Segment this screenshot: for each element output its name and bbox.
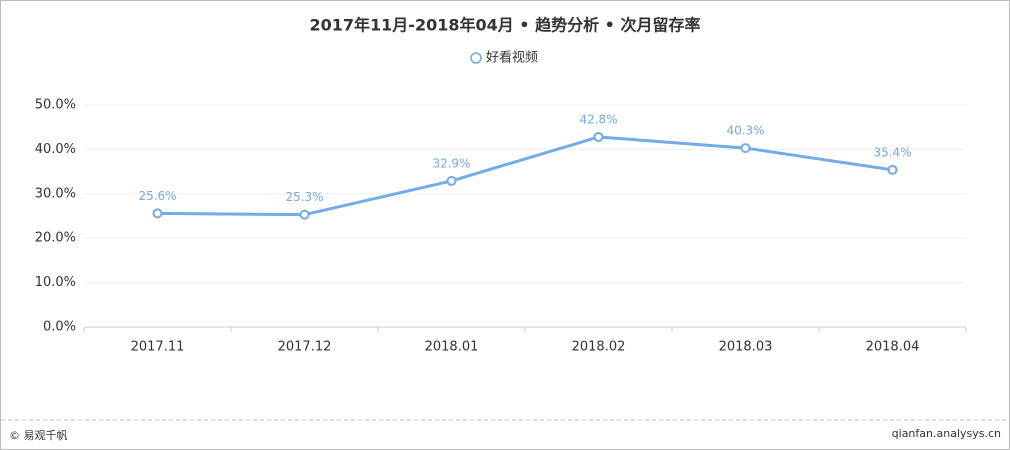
footer-brand: © 易观千帆 <box>9 429 68 442</box>
x-tick-label: 2018.04 <box>866 340 920 355</box>
data-label: 35.4% <box>873 145 911 159</box>
legend-marker <box>470 52 482 64</box>
data-point <box>740 143 751 154</box>
y-tick-label: 0.0% <box>43 320 76 335</box>
y-tick-label: 40.0% <box>35 142 76 157</box>
chart-title: 2017年11月-2018年04月 • 趋势分析 • 次月留存率 <box>310 16 701 35</box>
data-point <box>887 164 898 175</box>
legend-label: 好看视频 <box>486 50 538 66</box>
data-label: 32.9% <box>432 156 470 170</box>
x-tick-label: 2018.02 <box>572 340 626 355</box>
y-tick-label: 10.0% <box>35 275 76 290</box>
data-point <box>299 209 310 220</box>
footer-url: qianfan.analysys.cn <box>891 427 1001 440</box>
y-tick-label: 50.0% <box>35 98 76 113</box>
data-label: 42.8% <box>579 112 617 126</box>
x-tick-label: 2018.03 <box>719 340 773 355</box>
x-tick-label: 2017.12 <box>278 340 332 355</box>
y-tick-label: 30.0% <box>35 186 76 201</box>
data-label: 25.6% <box>138 189 176 203</box>
data-label: 25.3% <box>285 190 323 204</box>
data-point <box>593 131 604 142</box>
data-point <box>152 208 163 219</box>
series-line <box>157 135 893 217</box>
y-tick-label: 20.0% <box>35 231 76 246</box>
data-label: 40.3% <box>726 124 764 138</box>
data-point <box>446 175 457 186</box>
x-tick-label: 2018.01 <box>425 340 479 355</box>
x-tick-label: 2017.11 <box>131 340 185 355</box>
